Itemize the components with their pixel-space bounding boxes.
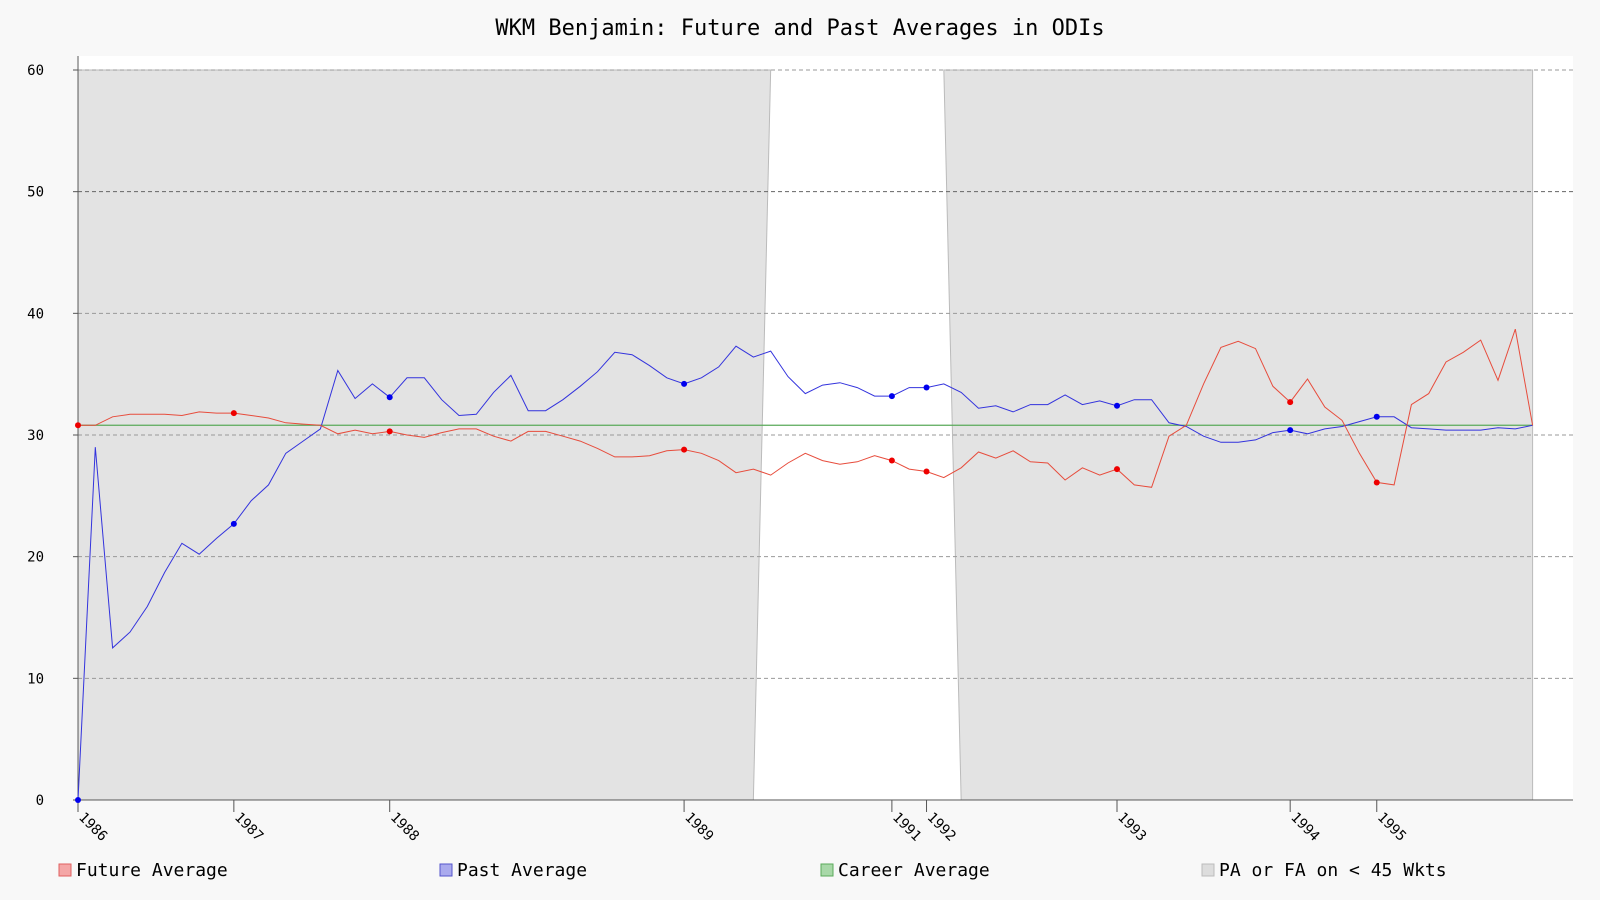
legend-swatch [58,863,72,877]
x-tick-label: 1989 [681,810,716,845]
legend-label: Past Average [457,860,587,881]
future-average-marker [888,457,895,464]
y-tick-label: 30 [27,428,44,444]
x-tick-label: 1994 [1287,810,1322,845]
future-average-marker [386,428,393,435]
x-tick-label: 1987 [231,810,266,845]
y-tick-label: 60 [27,63,44,79]
series [75,328,1534,803]
past-average-marker [230,520,237,527]
y-tick-label: 50 [27,185,44,201]
past-average-marker [1287,427,1294,434]
legend-label: PA or FA on < 45 Wkts [1219,860,1447,881]
past-average-marker [1373,413,1380,420]
x-tick-label: 1986 [75,810,110,845]
y-tick-label: 10 [27,671,44,687]
legend-swatch [820,863,834,877]
legend-swatch [439,863,453,877]
y-tick-label: 0 [36,793,44,809]
legend-swatch [1201,863,1215,877]
past-average-marker [1114,402,1121,409]
x-tick-label: 1993 [1114,810,1149,845]
future-average-marker [1373,479,1380,486]
x-tick-label: 1995 [1374,810,1409,845]
legend: Future Average Past Average Career Average… [58,860,1447,881]
future-average-marker [1114,466,1121,473]
future-average-marker [1287,399,1294,406]
y-ticks: 0 10 20 30 40 50 60 [27,63,78,809]
past-average-marker [386,394,393,401]
past-average-marker [681,380,688,387]
past-average-marker [888,393,895,400]
chart-title: WKM Benjamin: Future and Past Averages i… [495,16,1104,41]
past-average-marker [923,384,930,391]
y-tick-label: 20 [27,550,44,566]
future-average-marker [923,468,930,475]
future-average-marker [681,446,688,453]
x-tick-label: 1991 [889,810,924,845]
future-average-marker [75,422,81,429]
future-average-marker [230,410,237,417]
legend-label: Future Average [76,860,228,881]
legend-label: Career Average [838,860,990,881]
x-ticks: 1986 1987 1988 1989 1991 1992 1993 1994 1995 [75,800,1409,845]
past-average-marker [75,797,81,803]
x-tick-label: 1992 [924,810,959,845]
y-tick-label: 40 [27,306,44,322]
x-tick-label: 1988 [387,810,422,845]
